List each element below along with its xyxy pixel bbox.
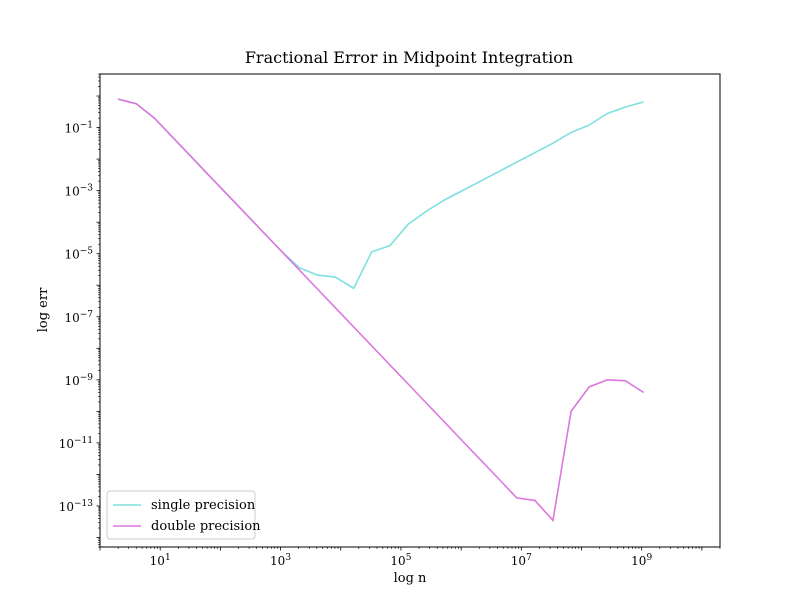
x-tick-label: 105 <box>390 553 411 568</box>
legend: single precision double precision <box>106 490 261 540</box>
x-tick-label: 107 <box>511 553 532 568</box>
chart-title: Fractional Error in Midpoint Integration <box>245 48 573 67</box>
y-axis-label: log err <box>36 287 51 332</box>
y-tick-label: 10−13 <box>59 499 94 514</box>
y-tick-label: 10−3 <box>64 184 93 199</box>
legend-label-1: double precision <box>151 519 261 534</box>
plot-frame <box>99 73 721 548</box>
x-tick-label: 103 <box>270 553 291 568</box>
x-tick-label: 101 <box>150 553 171 568</box>
plot-area <box>117 98 644 523</box>
legend-label-0: single precision <box>151 498 256 513</box>
x-axis-label: log n <box>394 571 427 586</box>
series-line-1 <box>117 98 644 523</box>
legend-box <box>106 490 256 540</box>
series-line-0 <box>117 98 644 290</box>
x-tick-label: 109 <box>631 553 652 568</box>
y-tick-label: 10−7 <box>64 310 93 325</box>
y-tick-label: 10−1 <box>64 121 93 136</box>
y-axis: 10−13 10−11 10−9 10−7 10−5 10−3 10−1 <box>59 73 100 548</box>
y-tick-label: 10−9 <box>64 373 93 388</box>
y-tick-label: 10−11 <box>59 436 93 451</box>
y-tick-label: 10−5 <box>64 247 93 262</box>
x-axis: 101 103 105 107 109 <box>99 547 721 568</box>
